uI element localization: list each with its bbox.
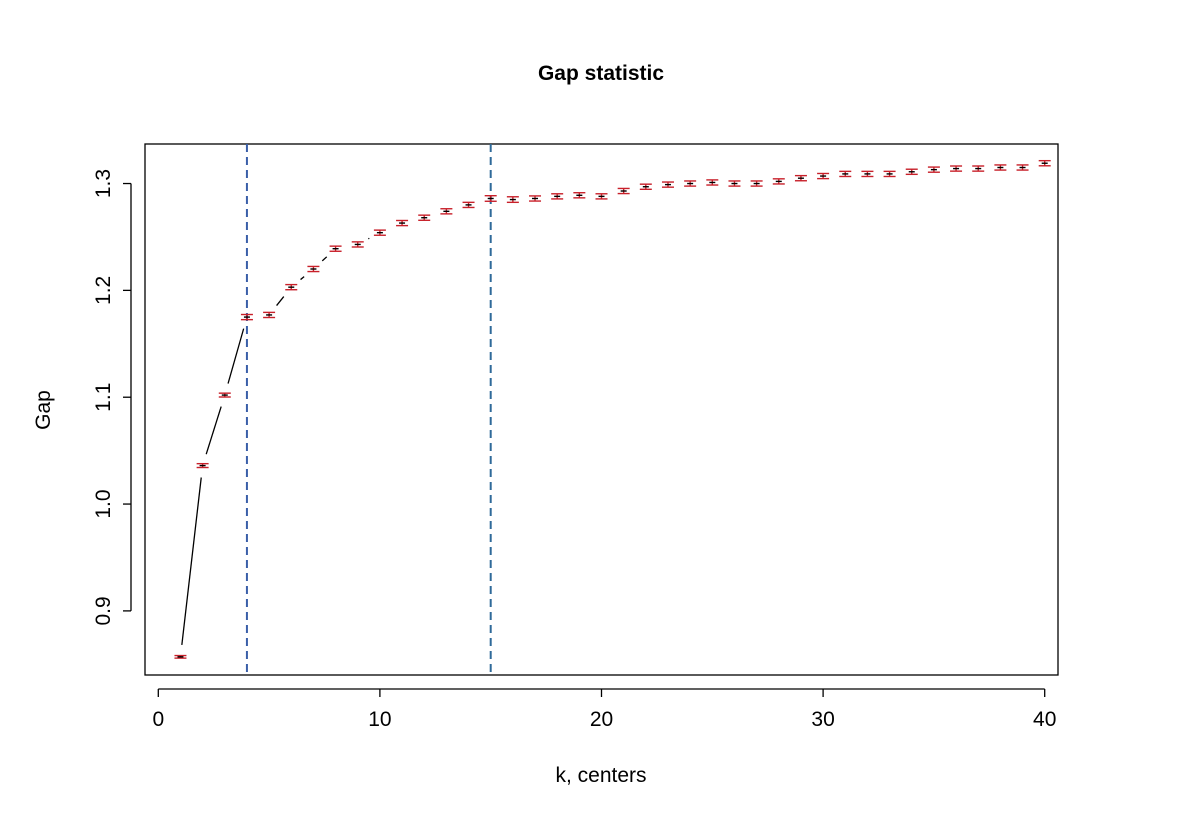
data-point xyxy=(905,168,918,176)
data-point xyxy=(1038,159,1051,167)
data-point xyxy=(573,192,586,199)
data-point xyxy=(351,241,364,248)
data-point xyxy=(639,183,652,191)
y-tick-label: 1.3 xyxy=(92,169,115,198)
chart-title: Gap statistic xyxy=(538,62,664,85)
data-point xyxy=(373,229,386,236)
data-point xyxy=(329,245,342,252)
data-point xyxy=(1016,164,1029,171)
data-point xyxy=(595,193,608,200)
data-point xyxy=(418,214,431,221)
data-point xyxy=(817,172,830,180)
data-point xyxy=(661,181,674,188)
data-point xyxy=(529,195,542,202)
x-tick-label: 30 xyxy=(811,708,834,731)
data-point xyxy=(927,166,940,173)
series-line-segment xyxy=(205,406,222,455)
data-point-group xyxy=(174,159,1051,659)
data-point xyxy=(218,392,231,398)
data-point xyxy=(240,313,253,321)
data-point xyxy=(794,174,807,182)
plot-frame xyxy=(144,143,1059,676)
data-point xyxy=(285,283,298,291)
data-point xyxy=(307,265,320,273)
data-point xyxy=(839,170,852,178)
series-line-segment xyxy=(300,276,305,281)
x-axis: 0 10 20 30 40 xyxy=(152,688,1056,731)
data-point xyxy=(196,462,209,469)
series-line-segment xyxy=(276,296,285,306)
data-point xyxy=(551,193,564,200)
data-point xyxy=(972,165,985,172)
y-axis-label: Gap xyxy=(32,390,55,430)
data-point xyxy=(617,187,630,195)
y-tick-label: 1.0 xyxy=(92,489,115,518)
data-point xyxy=(484,195,497,202)
data-point xyxy=(684,180,697,187)
data-point xyxy=(994,164,1007,171)
series-line-segment xyxy=(181,477,202,645)
series-line-segment xyxy=(321,256,328,262)
series-line-segment xyxy=(227,328,245,384)
series-line-group xyxy=(181,237,370,645)
series-line-segment xyxy=(368,237,370,240)
data-point xyxy=(728,180,741,187)
y-tick-label: 1.2 xyxy=(92,276,115,305)
x-axis-label: k, centers xyxy=(555,764,646,787)
y-axis: 0.9 1.0 1.1 1.2 1.3 xyxy=(92,169,132,625)
y-tick-label: 0.9 xyxy=(92,596,115,625)
data-point xyxy=(396,219,409,227)
data-point xyxy=(174,654,187,659)
data-point xyxy=(506,196,519,204)
x-tick-label: 20 xyxy=(590,708,613,731)
x-tick-label: 0 xyxy=(152,708,164,731)
data-point xyxy=(706,179,719,186)
data-point xyxy=(861,170,874,178)
data-point xyxy=(750,180,763,187)
data-point xyxy=(883,170,896,178)
x-tick-label: 10 xyxy=(368,708,391,731)
y-tick-label: 1.1 xyxy=(92,383,115,412)
data-point xyxy=(263,311,276,319)
data-point xyxy=(462,201,475,209)
reference-line-group xyxy=(245,144,492,675)
data-point xyxy=(440,208,453,215)
x-tick-label: 40 xyxy=(1033,708,1056,731)
data-point xyxy=(950,165,963,172)
data-point xyxy=(772,178,785,185)
